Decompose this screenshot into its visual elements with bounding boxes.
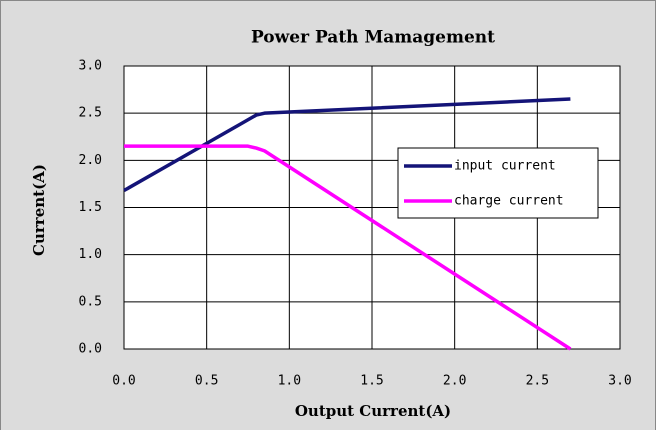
legend-box bbox=[397, 147, 599, 219]
x-tick-label: 1.0 bbox=[278, 374, 301, 389]
y-tick-label: 1.5 bbox=[79, 200, 102, 215]
y-tick-label: 0.0 bbox=[79, 342, 102, 357]
legend-label: input current bbox=[454, 159, 556, 174]
x-tick-label: 1.5 bbox=[360, 374, 383, 389]
x-tick-label: 2.5 bbox=[526, 374, 549, 389]
legend-label: charge current bbox=[454, 194, 564, 209]
y-tick-label: 3.0 bbox=[79, 59, 102, 74]
y-tick-label: 0.5 bbox=[79, 294, 102, 309]
x-axis-title: Output Current(A) bbox=[295, 402, 451, 420]
x-tick-label: 2.0 bbox=[443, 374, 466, 389]
series-line bbox=[123, 97, 571, 193]
y-tick-label: 1.0 bbox=[79, 247, 102, 262]
y-tick-label: 2.5 bbox=[79, 106, 102, 121]
chart-title: Power Path Mamagement bbox=[251, 28, 495, 48]
series-line bbox=[124, 144, 572, 351]
y-tick-label: 2.0 bbox=[79, 153, 102, 168]
x-tick-label: 0.5 bbox=[195, 374, 218, 389]
x-tick-label: 0.0 bbox=[112, 374, 135, 389]
x-tick-label: 3.0 bbox=[608, 374, 631, 389]
y-axis-title: Current(A) bbox=[30, 164, 48, 256]
